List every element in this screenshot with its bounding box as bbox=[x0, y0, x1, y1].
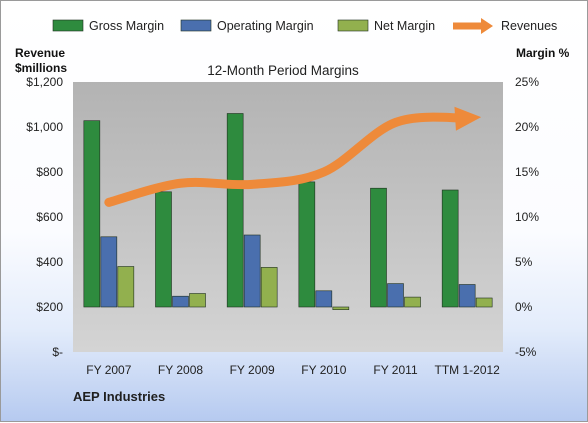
left-tick-label: $- bbox=[52, 345, 63, 359]
x-tick-label: FY 2010 bbox=[301, 363, 346, 377]
legend-swatch-arrowhead bbox=[481, 18, 493, 34]
legend-swatch-gross-margin bbox=[52, 19, 84, 32]
bar-operating-margin-2 bbox=[243, 234, 261, 308]
bar-gross-margin-5 bbox=[441, 189, 459, 308]
chart-title: 12-Month Period Margins bbox=[207, 63, 359, 78]
left-axis-ticks: $- $200 $400 $600 $800 $1,000 $1,200 bbox=[26, 75, 63, 359]
left-axis-label-line-2: $millions bbox=[15, 61, 67, 75]
bar-net-margin-1 bbox=[189, 293, 206, 308]
legend-label: Operating Margin bbox=[217, 19, 314, 33]
bar-operating-margin-4 bbox=[387, 283, 404, 308]
bar-operating-margin-0 bbox=[100, 236, 118, 308]
x-tick-label: FY 2008 bbox=[158, 363, 203, 377]
legend-label: Gross Margin bbox=[89, 19, 164, 33]
bar-gross-margin-4 bbox=[370, 187, 387, 308]
left-tick-label: $200 bbox=[36, 300, 63, 314]
revenue-line-path bbox=[104, 112, 472, 207]
right-tick-label: 0% bbox=[515, 300, 533, 314]
right-tick-label: 25% bbox=[515, 75, 539, 89]
right-tick-label: 15% bbox=[515, 165, 539, 179]
revenue-line bbox=[104, 106, 482, 207]
left-tick-label: $400 bbox=[36, 255, 63, 269]
plot-area bbox=[73, 82, 503, 352]
left-tick-label: $800 bbox=[36, 165, 63, 179]
right-tick-label: 20% bbox=[515, 120, 539, 134]
bar-gross-margin-0 bbox=[83, 120, 101, 308]
legend-swatch-net-margin bbox=[337, 19, 369, 32]
bar-operating-margin-5 bbox=[458, 284, 476, 308]
right-axis-ticks: -5% 0% 5% 10% 15% 20% 25% bbox=[515, 75, 539, 359]
x-tick-label: FY 2007 bbox=[86, 363, 131, 377]
company-name: AEP Industries bbox=[73, 389, 166, 404]
revenue-arrowhead bbox=[454, 106, 482, 131]
right-tick-label: -5% bbox=[515, 345, 537, 359]
right-axis-label: Margin % bbox=[516, 46, 570, 60]
bar-operating-margin-1 bbox=[172, 295, 189, 308]
bar-operating-margin-3 bbox=[315, 290, 333, 308]
x-tick-label: FY 2011 bbox=[373, 363, 418, 377]
left-tick-label: $600 bbox=[36, 210, 63, 224]
bar-net-margin-3 bbox=[332, 306, 350, 310]
right-tick-label: 5% bbox=[515, 255, 533, 269]
x-tick-label: TTM 1-2012 bbox=[434, 363, 500, 377]
bar-net-margin-5 bbox=[475, 297, 493, 308]
bar-net-margin-4 bbox=[404, 296, 421, 308]
bar-gross-margin-2 bbox=[226, 113, 244, 308]
x-axis-labels: FY 2007 FY 2008 FY 2009 FY 2010 FY 2011 TTM 1… bbox=[86, 363, 500, 377]
left-tick-label: $1,000 bbox=[26, 120, 63, 134]
bar-gross-margin-3 bbox=[298, 181, 316, 308]
bar-net-margin-2 bbox=[260, 267, 278, 308]
legend: Gross Margin Operating Margin Net Margin Re… bbox=[52, 18, 557, 34]
bars bbox=[83, 113, 493, 310]
legend-label: Net Margin bbox=[374, 19, 435, 33]
legend-label: Revenues bbox=[501, 19, 557, 33]
left-tick-label: $1,200 bbox=[26, 75, 63, 89]
bar-net-margin-0 bbox=[117, 266, 135, 308]
right-tick-label: 10% bbox=[515, 210, 539, 224]
left-axis-label-line-1: Revenue bbox=[15, 46, 65, 60]
legend-swatch-operating-margin bbox=[180, 19, 212, 32]
x-tick-label: FY 2009 bbox=[230, 363, 275, 377]
bar-gross-margin-1 bbox=[155, 191, 172, 308]
